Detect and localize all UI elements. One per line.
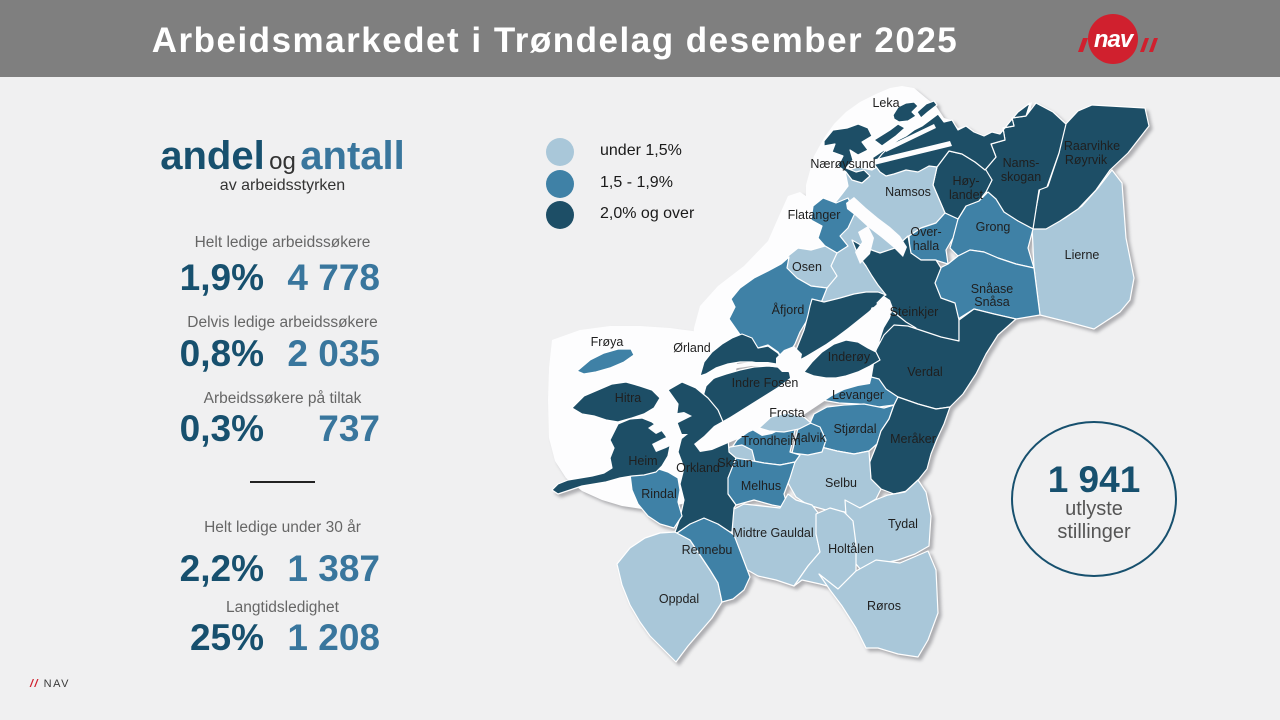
svg-text:Røros: Røros bbox=[867, 599, 901, 613]
svg-text:Midtre Gauldal: Midtre Gauldal bbox=[732, 526, 813, 540]
svg-text:Skaun: Skaun bbox=[717, 456, 752, 470]
svg-text:Åfjord: Åfjord bbox=[772, 302, 805, 317]
svg-text:Røyrvik: Røyrvik bbox=[1065, 153, 1108, 167]
svg-text:Over-: Over- bbox=[910, 225, 941, 239]
svg-text:Trondheim: Trondheim bbox=[741, 434, 800, 448]
svg-text:Frøya: Frøya bbox=[591, 335, 624, 349]
svg-text:Orkland: Orkland bbox=[676, 461, 720, 475]
svg-text:Tydal: Tydal bbox=[888, 517, 918, 531]
svg-text:Verdal: Verdal bbox=[907, 365, 942, 379]
svg-text:Ørland: Ørland bbox=[673, 341, 711, 355]
svg-text:Rindal: Rindal bbox=[641, 487, 676, 501]
svg-text:Selbu: Selbu bbox=[825, 476, 857, 490]
svg-text:halla: halla bbox=[913, 239, 939, 253]
svg-text:Frosta: Frosta bbox=[769, 406, 804, 420]
svg-text:Nams-: Nams- bbox=[1003, 156, 1040, 170]
svg-text:Hitra: Hitra bbox=[615, 391, 641, 405]
svg-text:Flatanger: Flatanger bbox=[788, 208, 841, 222]
svg-text:Rennebu: Rennebu bbox=[682, 543, 733, 557]
svg-text:skogan: skogan bbox=[1001, 170, 1041, 184]
svg-text:Snåsa: Snåsa bbox=[974, 295, 1009, 309]
svg-text:Heim: Heim bbox=[628, 454, 657, 468]
svg-text:Oppdal: Oppdal bbox=[659, 592, 699, 606]
svg-text:Steinkjer: Steinkjer bbox=[890, 305, 939, 319]
svg-text:Høy-: Høy- bbox=[952, 174, 979, 188]
svg-text:Levanger: Levanger bbox=[832, 388, 884, 402]
svg-text:Namsos: Namsos bbox=[885, 185, 931, 199]
svg-text:Snåase: Snåase bbox=[971, 282, 1013, 296]
svg-text:Lierne: Lierne bbox=[1065, 248, 1100, 262]
svg-text:Melhus: Melhus bbox=[741, 479, 781, 493]
svg-text:Meråker: Meråker bbox=[890, 432, 936, 446]
svg-text:Nærøysund: Nærøysund bbox=[810, 157, 875, 171]
svg-text:Raarvihke: Raarvihke bbox=[1064, 139, 1120, 153]
svg-text:Stjørdal: Stjørdal bbox=[833, 422, 876, 436]
svg-text:nav: nav bbox=[1094, 26, 1135, 53]
svg-text:Inderøy: Inderøy bbox=[828, 350, 871, 364]
svg-text:landet: landet bbox=[949, 188, 984, 202]
svg-text:Osen: Osen bbox=[792, 260, 822, 274]
svg-text:Grong: Grong bbox=[976, 220, 1011, 234]
svg-text:Holtålen: Holtålen bbox=[828, 542, 874, 556]
svg-text:Leka: Leka bbox=[872, 96, 899, 110]
svg-text:Indre Fosen: Indre Fosen bbox=[732, 376, 799, 390]
svg-text:Malvik: Malvik bbox=[790, 431, 826, 445]
